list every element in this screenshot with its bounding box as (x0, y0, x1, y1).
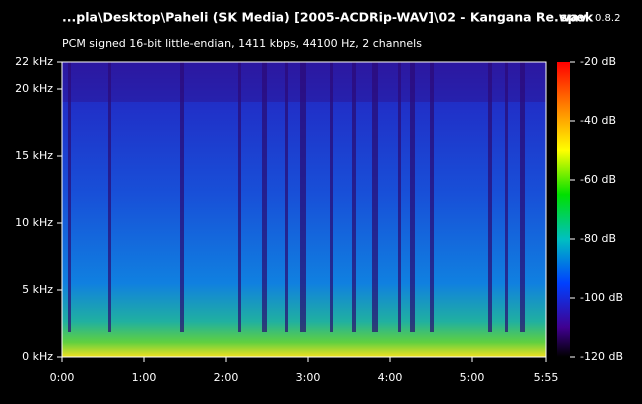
spectrogram-stripe (238, 62, 241, 332)
x-tick-label: 2:00 (214, 371, 239, 384)
high-freq-band (62, 62, 546, 102)
spectrogram-stripe (108, 62, 111, 332)
y-tick-label: 22 kHz (15, 55, 53, 68)
spectrogram-stripe (410, 62, 415, 332)
spectrogram-stripe (180, 62, 184, 332)
spectrogram-stripe (398, 62, 401, 332)
x-tick-label: 4:00 (378, 371, 403, 384)
spectrogram-stripe (430, 62, 434, 332)
audio-info: PCM signed 16-bit little-endian, 1411 kb… (62, 37, 422, 50)
level-tick-label: -60 dB (580, 173, 616, 186)
level-tick-label: -100 dB (580, 291, 623, 304)
x-tick-label: 0:00 (50, 371, 75, 384)
spectrogram-stripe (520, 62, 525, 332)
spectrogram-stripe (372, 62, 378, 332)
level-tick-label: -20 dB (580, 55, 616, 68)
level-tick-label: -80 dB (580, 232, 616, 245)
x-tick-label: 1:00 (132, 371, 157, 384)
app-version: 0.8.2 (595, 13, 620, 24)
y-tick-label: 5 kHz (22, 283, 53, 296)
y-tick-label: 15 kHz (15, 149, 53, 162)
x-tick-label: 5:55 (534, 371, 559, 384)
spectrogram-stripe (68, 62, 71, 332)
spectrogram-stripe (330, 62, 333, 332)
spectrogram-stripe (285, 62, 288, 332)
x-tick-label: 3:00 (296, 371, 321, 384)
y-tick-label: 20 kHz (15, 82, 53, 95)
spectrogram-stripe (262, 62, 267, 332)
spectrogram-texture (62, 62, 546, 332)
spectrogram-stripe (300, 62, 306, 332)
x-tick-label: 5:00 (460, 371, 485, 384)
spectrogram-stripe (505, 62, 508, 332)
spectrogram-stripe (352, 62, 356, 332)
spectrogram-stripe (488, 62, 492, 332)
y-tick-label: 10 kHz (15, 216, 53, 229)
level-tick-label: -120 dB (580, 350, 623, 363)
app-name: spek (560, 10, 594, 25)
level-tick-label: -40 dB (580, 114, 616, 127)
y-tick-label: 0 kHz (22, 350, 53, 363)
file-name: ...pla\Desktop\Paheli (SK Media) [2005-A… (62, 10, 587, 25)
plot-frame (61, 61, 547, 358)
color-scale (557, 62, 570, 357)
